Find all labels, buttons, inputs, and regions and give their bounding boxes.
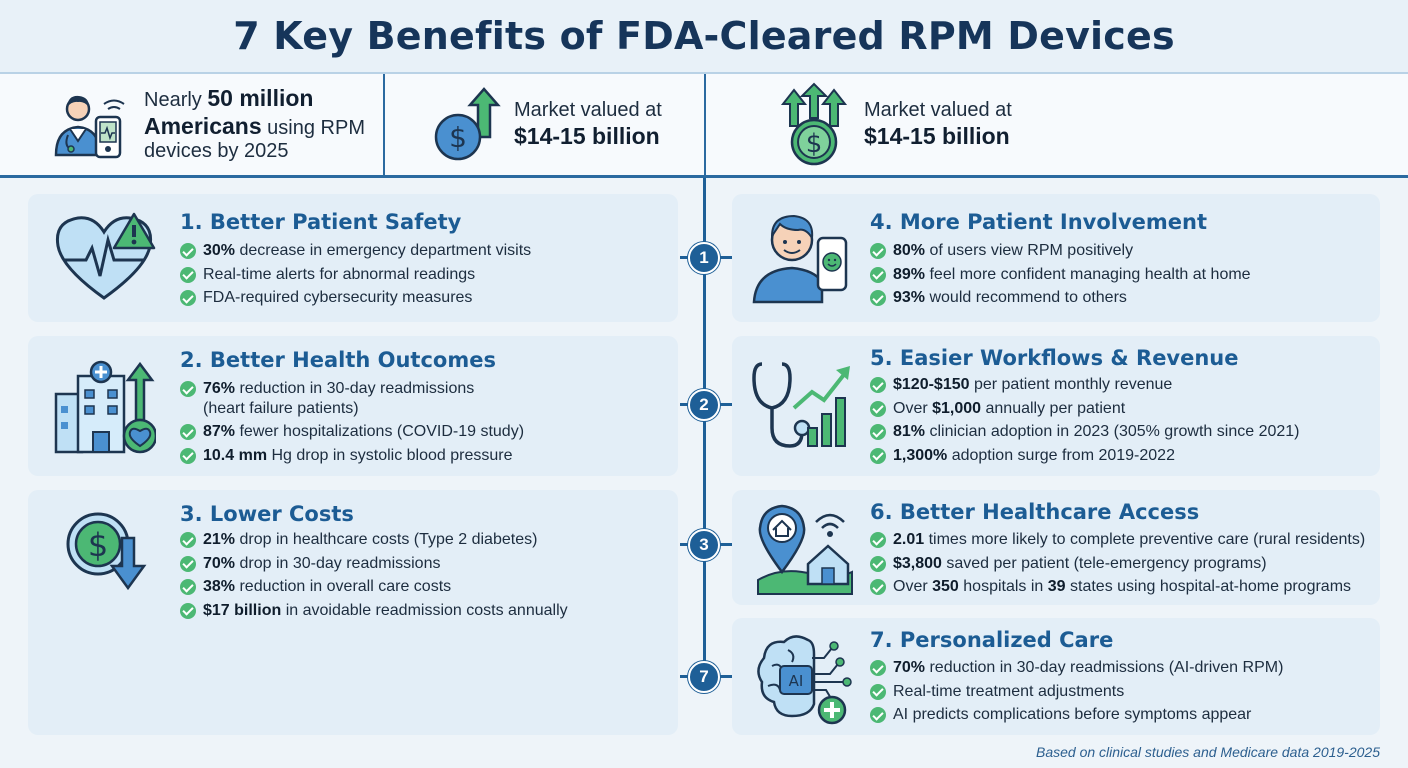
stat-market-2: $ Market valued at $14-15 billion: [778, 74, 1078, 175]
stat-users-text: Nearly 50 million Americans using RPM de…: [144, 85, 365, 163]
timeline-node: 2: [688, 389, 720, 421]
benefit-card-7: AI 7. Personalized Care 70% reduction in…: [732, 618, 1380, 735]
list-item: 80% of users view RPM positively: [870, 239, 1251, 263]
benefit-list: 70% reduction in 30-day readmissions (AI…: [870, 656, 1283, 727]
benefit-title: 1. Better Patient Safety: [180, 210, 462, 234]
svg-text:AI: AI: [789, 672, 804, 690]
check-icon: [180, 447, 196, 464]
stat-market-1: $ Market valued at $14-15 billion: [432, 74, 702, 175]
list-item: Over 350 hospitals in 39 states using ho…: [870, 575, 1365, 599]
list-item: 70% reduction in 30-day readmissions (AI…: [870, 656, 1283, 680]
page-title: 7 Key Benefits of FDA-Cleared RPM Device…: [233, 14, 1175, 58]
home-location-icon: [757, 504, 853, 595]
stat-market-1-text: Market valued at $14-15 billion: [514, 98, 662, 149]
check-icon: [180, 579, 196, 595]
check-icon: [870, 424, 886, 440]
check-icon: [870, 266, 886, 283]
heart-warning-icon: [55, 212, 156, 300]
list-item: 10.4 mm Hg drop in systolic blood pressu…: [180, 444, 524, 468]
check-icon: [180, 266, 196, 283]
benefit-title: 3. Lower Costs: [180, 502, 354, 526]
check-icon: [180, 602, 196, 619]
list-item: $3,800 saved per patient (tele-emergency…: [870, 552, 1365, 576]
check-icon: [870, 532, 886, 548]
benefit-list: 2.01 times more likely to complete preve…: [870, 528, 1365, 599]
check-icon: [870, 377, 886, 393]
list-item: 81% clinician adoption in 2023 (305% gro…: [870, 420, 1300, 444]
stat-market-2-text: Market valued at $14-15 billion: [864, 98, 1012, 149]
benefit-title: 2. Better Health Outcomes: [180, 348, 496, 372]
benefit-card-1: 1. Better Patient Safety 30% decrease in…: [28, 194, 678, 322]
check-icon: [870, 660, 886, 676]
list-item: Real-time treatment adjustments: [870, 680, 1283, 704]
list-item: $17 billion in avoidable readmission cos…: [180, 599, 568, 623]
svg-text:$: $: [449, 121, 467, 154]
benefit-title: 6. Better Healthcare Access: [870, 500, 1200, 524]
benefit-card-2: 2. Better Health Outcomes 76% reduction …: [28, 336, 678, 476]
benefit-list: 80% of users view RPM positively 89% fee…: [870, 239, 1251, 310]
timeline-line: [703, 178, 706, 680]
benefit-list: $120-$150 per patient monthly revenue Ov…: [870, 373, 1300, 467]
list-item: 89% feel more confident managing health …: [870, 263, 1251, 287]
benefit-card-6: 6. Better Healthcare Access 2.01 times m…: [732, 490, 1380, 605]
benefit-title: 7. Personalized Care: [870, 628, 1114, 652]
timeline-node: 3: [688, 529, 720, 561]
check-icon: [870, 707, 886, 723]
list-item: Over $1,000 annually per patient: [870, 397, 1300, 421]
list-item: 1,300% adoption surge from 2019-2022: [870, 444, 1300, 468]
check-icon: [870, 243, 886, 259]
svg-text:$: $: [806, 129, 823, 159]
list-item: FDA-required cybersecurity measures: [180, 286, 531, 310]
list-item: $120-$150 per patient monthly revenue: [870, 373, 1300, 397]
benefit-card-3: $ 3. Lower Costs 21% drop in healthcare …: [28, 490, 678, 735]
check-icon: [870, 555, 886, 572]
benefit-card-4: 4. More Patient Involvement 80% of users…: [732, 194, 1380, 322]
list-item: 38% reduction in overall care costs: [180, 575, 568, 599]
stats-bar: Nearly 50 million Americans using RPM de…: [0, 74, 1408, 178]
check-icon: [870, 400, 886, 417]
dollar-growth-icon: $: [434, 86, 501, 160]
benefit-title: 4. More Patient Involvement: [870, 210, 1208, 234]
benefit-title: 5. Easier Workflows & Revenue: [870, 346, 1239, 370]
header: 7 Key Benefits of FDA-Cleared RPM Device…: [0, 0, 1408, 74]
check-icon: [180, 424, 196, 440]
check-icon: [180, 290, 196, 306]
list-item: AI predicts complications before symptom…: [870, 703, 1283, 727]
list-item: 21% drop in healthcare costs (Type 2 dia…: [180, 528, 568, 552]
check-icon: [870, 290, 886, 306]
ai-brain-icon: AI: [757, 635, 852, 725]
list-item: 76% reduction in 30-day readmissions (hea…: [180, 377, 524, 420]
patient-phone-icon: [752, 214, 848, 304]
timeline-node: 1: [688, 242, 720, 274]
list-item: 93% would recommend to others: [870, 286, 1251, 310]
check-icon: [180, 555, 196, 572]
stat-users: Nearly 50 million Americans using RPM de…: [48, 74, 378, 175]
stat-divider: [383, 74, 385, 175]
check-icon: [870, 447, 886, 464]
check-icon: [180, 532, 196, 548]
dollar-triple-arrows-icon: $: [780, 82, 848, 165]
svg-text:$: $: [88, 526, 108, 564]
benefit-list: 21% drop in healthcare costs (Type 2 dia…: [180, 528, 568, 622]
timeline-node: 7: [688, 661, 720, 693]
stat-divider: [704, 74, 706, 175]
benefit-list: 30% decrease in emergency department vis…: [180, 239, 531, 310]
list-item: 2.01 times more likely to complete preve…: [870, 528, 1365, 552]
check-icon: [870, 683, 886, 700]
doctor-with-device-icon: [54, 95, 125, 158]
source-footnote: Based on clinical studies and Medicare d…: [1035, 744, 1380, 760]
list-item: 70% drop in 30-day readmissions: [180, 552, 568, 576]
list-item: Real-time alerts for abnormal readings: [180, 263, 531, 287]
benefit-card-5: 5. Easier Workflows & Revenue $120-$150 …: [732, 336, 1380, 476]
benefit-list: 76% reduction in 30-day readmissions (hea…: [180, 377, 524, 467]
hospital-heart-icon: [54, 360, 156, 454]
stethoscope-chart-icon: [752, 362, 850, 448]
check-icon: [180, 381, 196, 397]
list-item: 30% decrease in emergency department vis…: [180, 239, 531, 263]
check-icon: [870, 579, 886, 595]
check-icon: [180, 243, 196, 259]
list-item: 87% fewer hospitalizations (COVID-19 stu…: [180, 420, 524, 444]
dollar-down-icon: $: [66, 512, 147, 591]
